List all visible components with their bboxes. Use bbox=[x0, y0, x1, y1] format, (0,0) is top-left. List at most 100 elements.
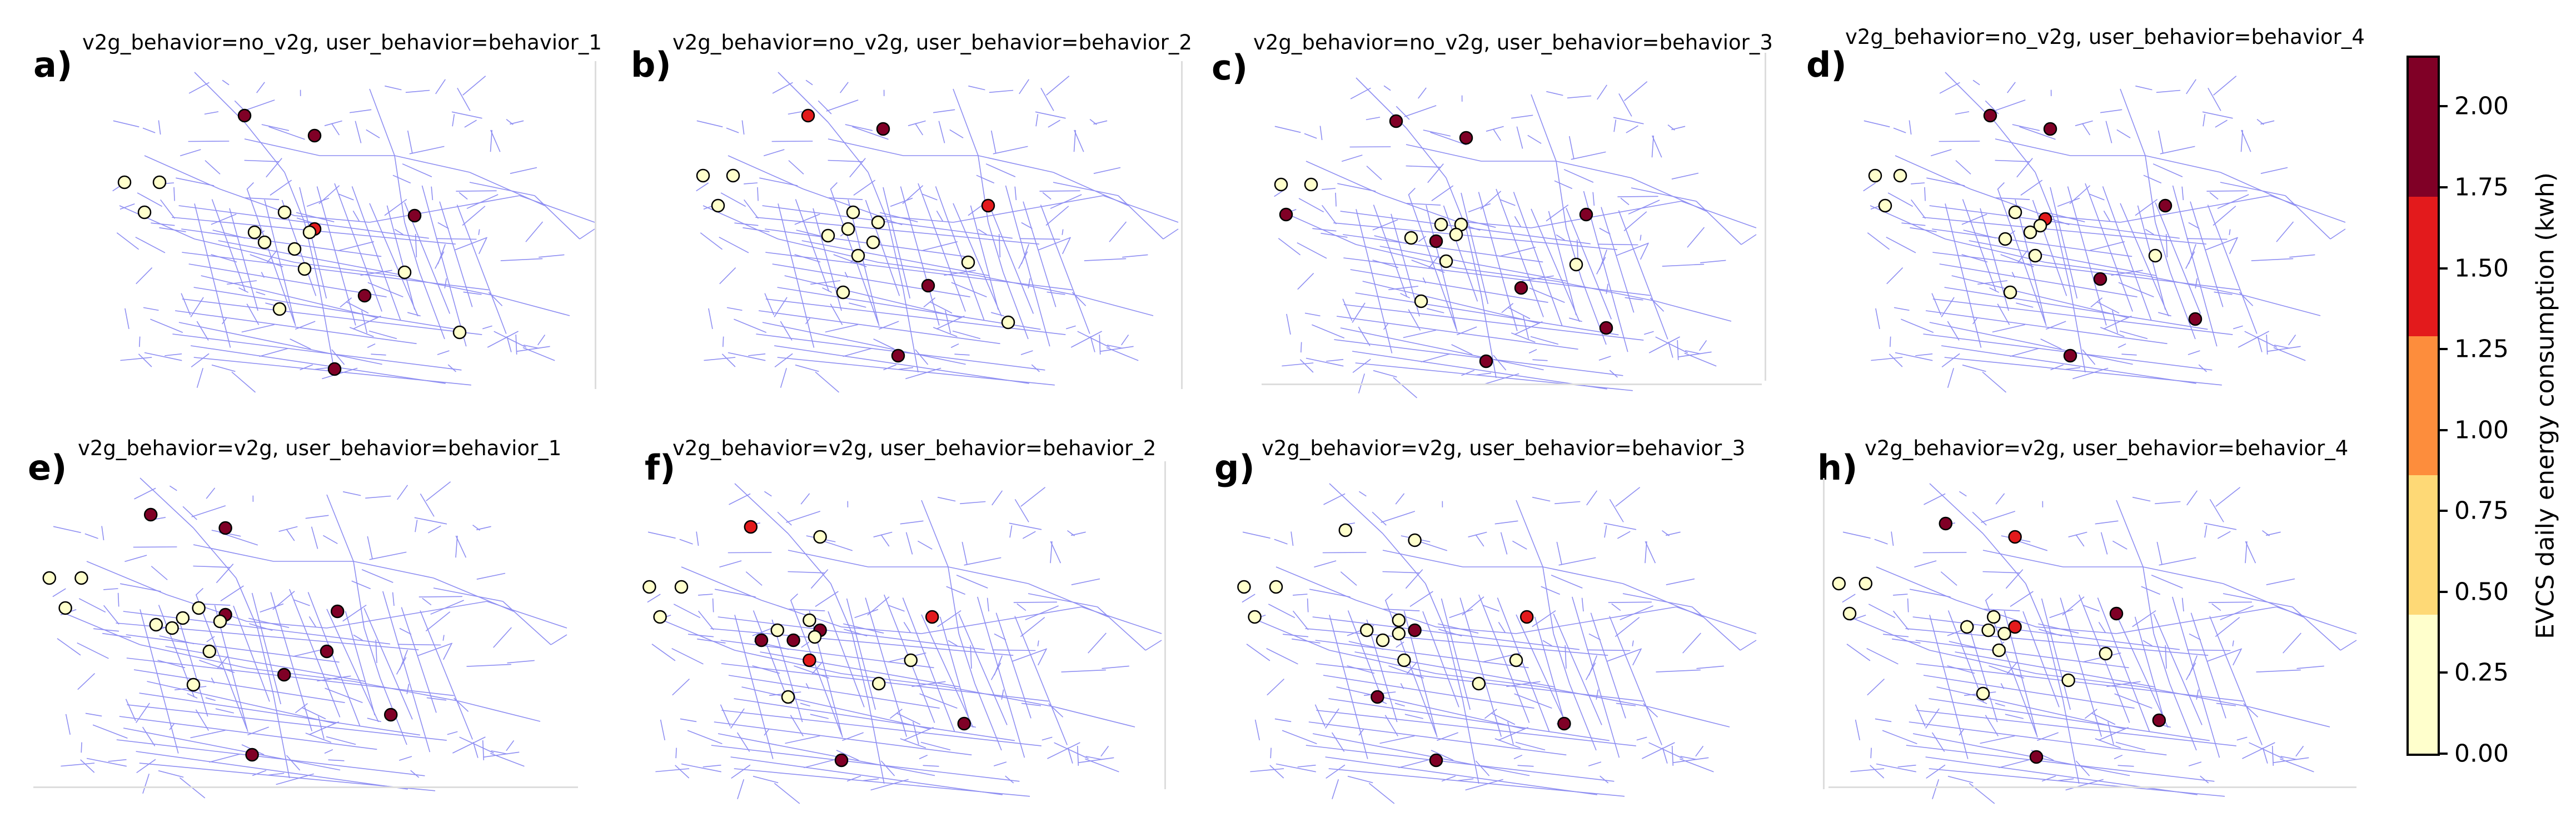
road-segment bbox=[1534, 616, 1565, 721]
road-network bbox=[647, 483, 1162, 804]
road-segment bbox=[1047, 291, 1065, 295]
road-segment bbox=[1554, 180, 1573, 190]
road-segment bbox=[772, 263, 970, 297]
road-segment bbox=[803, 188, 879, 216]
road-segment bbox=[1350, 87, 1371, 99]
road-segment bbox=[1846, 644, 1871, 661]
charging-station-point bbox=[1878, 198, 1892, 213]
road-segment bbox=[264, 199, 296, 326]
road-segment bbox=[1889, 353, 1903, 367]
road-segment bbox=[903, 288, 919, 373]
road-segment bbox=[1275, 566, 1357, 601]
road-segment bbox=[133, 669, 345, 703]
charging-station-point bbox=[1997, 626, 2011, 641]
charging-station-point bbox=[287, 242, 302, 256]
road-segment bbox=[1038, 649, 1047, 666]
road-segment bbox=[476, 572, 506, 580]
road-segment bbox=[261, 272, 265, 278]
road-segment bbox=[730, 756, 1003, 795]
road-segment bbox=[1411, 260, 1445, 273]
road-segment bbox=[734, 698, 1015, 741]
road-segment bbox=[734, 222, 759, 226]
road-segment bbox=[444, 278, 447, 288]
road-segment bbox=[218, 240, 406, 276]
road-segment bbox=[1548, 211, 1577, 316]
road-segment bbox=[1998, 759, 2030, 769]
road-segment bbox=[2256, 669, 2301, 672]
road-segment bbox=[1516, 126, 1523, 149]
road-segment bbox=[2091, 713, 2116, 725]
road-segment bbox=[1556, 234, 1565, 241]
road-segment bbox=[2088, 241, 2125, 251]
road-segment bbox=[1005, 775, 1014, 784]
road-segment bbox=[2143, 175, 2162, 184]
road-segment bbox=[921, 620, 1002, 634]
road-segment bbox=[1909, 721, 2167, 756]
road-segment bbox=[1304, 312, 1321, 317]
road-segment bbox=[825, 324, 859, 333]
road-segment bbox=[2153, 163, 2183, 177]
road-segment bbox=[978, 228, 987, 235]
road-segment bbox=[915, 349, 929, 365]
panel-title: v2g_behavior=v2g, user_behavior=behavior… bbox=[78, 436, 562, 460]
road-segment bbox=[704, 357, 736, 361]
road-segment bbox=[436, 238, 477, 240]
road-segment bbox=[361, 310, 368, 333]
road-segment bbox=[1018, 251, 1028, 269]
road-segment bbox=[250, 254, 283, 267]
road-segment bbox=[151, 566, 168, 580]
road-segment bbox=[868, 700, 885, 784]
panel-label: a) bbox=[33, 44, 73, 85]
charging-station-point bbox=[1001, 315, 1015, 330]
road-segment bbox=[1347, 665, 1375, 674]
road-segment bbox=[863, 778, 879, 781]
road-segment bbox=[427, 525, 441, 534]
road-segment bbox=[117, 592, 119, 607]
road-segment bbox=[1875, 718, 1892, 723]
road-segment bbox=[1941, 353, 1960, 368]
road-segment bbox=[2040, 338, 2062, 350]
road-segment bbox=[1886, 236, 1916, 253]
road-segment bbox=[720, 704, 731, 727]
road-segment bbox=[1121, 334, 1129, 346]
road-segment bbox=[2207, 648, 2243, 662]
road-segment bbox=[1624, 81, 1648, 101]
road-segment bbox=[1596, 606, 1677, 621]
road-segment bbox=[794, 665, 830, 679]
road-segment bbox=[1356, 244, 1457, 268]
road-segment bbox=[1406, 144, 1482, 162]
road-segment bbox=[833, 254, 867, 267]
road-segment bbox=[1054, 742, 1089, 759]
road-segment bbox=[190, 345, 446, 384]
road-segment bbox=[1532, 610, 1556, 627]
road-segment bbox=[1951, 275, 2129, 318]
road-segment bbox=[1507, 721, 1514, 745]
road-segment bbox=[1499, 247, 1536, 257]
charging-station-point bbox=[176, 611, 190, 625]
road-segment bbox=[1922, 217, 2206, 245]
colorbar-segment bbox=[2409, 475, 2438, 615]
road-segment bbox=[1350, 269, 1548, 303]
colorbar-tick-label: 2.00 bbox=[2454, 92, 2509, 121]
road-segment bbox=[326, 736, 356, 745]
road-segment bbox=[1406, 165, 1441, 168]
road-segment bbox=[1609, 370, 1618, 378]
road-segment bbox=[1643, 703, 1658, 718]
road-segment bbox=[655, 768, 690, 773]
road-network-map bbox=[1863, 72, 2346, 393]
road-segment bbox=[1408, 194, 1457, 330]
road-segment bbox=[788, 550, 869, 567]
road-segment bbox=[1700, 260, 1726, 263]
road-segment bbox=[1642, 742, 1675, 759]
road-segment bbox=[840, 82, 849, 93]
road-segment bbox=[466, 664, 511, 667]
colorbar-tick-mark bbox=[2440, 348, 2448, 351]
road-segment bbox=[394, 228, 403, 235]
road-segment bbox=[1400, 293, 1411, 298]
road-segment bbox=[1358, 326, 1371, 346]
road-segment bbox=[452, 736, 486, 754]
road-segment bbox=[2019, 126, 2056, 140]
road-segment bbox=[970, 645, 972, 669]
road-segment bbox=[948, 686, 1055, 708]
road-segment bbox=[1090, 336, 1095, 352]
